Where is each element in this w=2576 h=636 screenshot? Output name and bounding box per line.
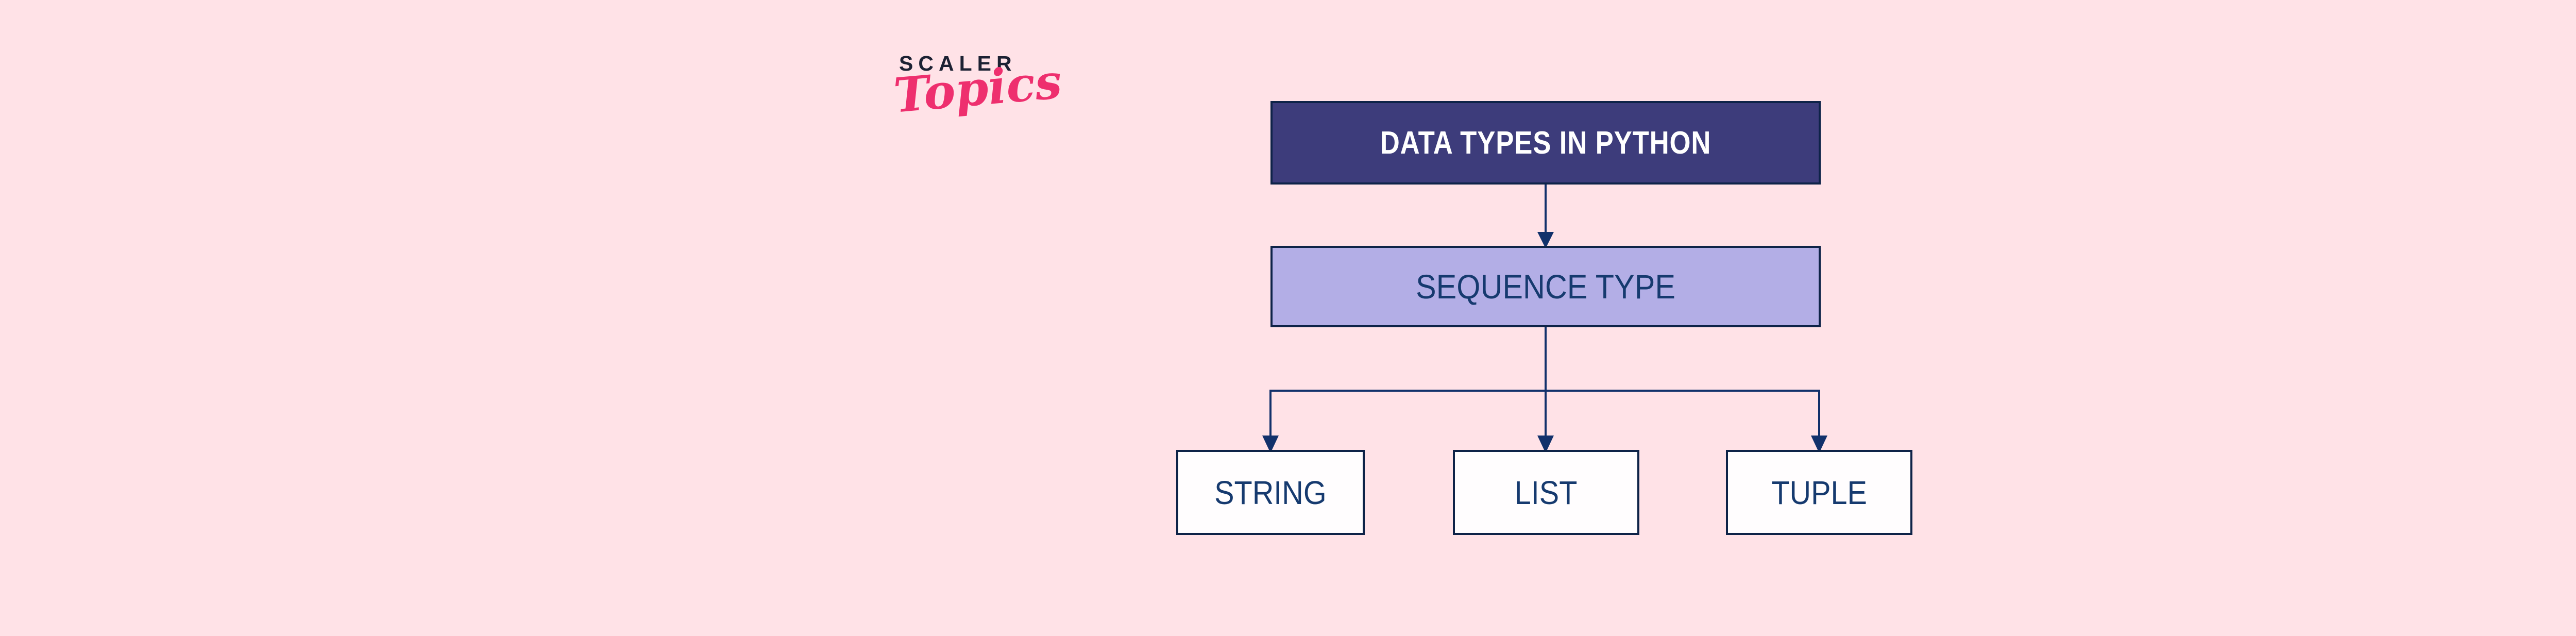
node-root-label: DATA TYPES IN PYTHON	[1380, 125, 1711, 161]
arrowhead-tuple-icon	[1811, 436, 1827, 453]
node-category-label: SEQUENCE TYPE	[1416, 267, 1675, 306]
node-list-label: LIST	[1515, 474, 1578, 511]
scaler-topics-logo: SCALER Topics	[891, 52, 1064, 124]
node-list: LIST	[1453, 450, 1639, 535]
node-tuple: TUPLE	[1726, 450, 1912, 535]
node-data-types-in-python: DATA TYPES IN PYTHON	[1270, 101, 1821, 185]
logo-brand-text: SCALER	[899, 52, 1017, 75]
node-sequence-type: SEQUENCE TYPE	[1270, 246, 1821, 327]
arrowhead-list-icon	[1537, 436, 1554, 453]
node-tuple-label: TUPLE	[1771, 474, 1867, 511]
arrowhead-string-icon	[1262, 436, 1279, 453]
arrowhead-category-icon	[1537, 232, 1554, 248]
node-string-label: STRING	[1214, 474, 1327, 511]
node-string: STRING	[1176, 450, 1365, 535]
